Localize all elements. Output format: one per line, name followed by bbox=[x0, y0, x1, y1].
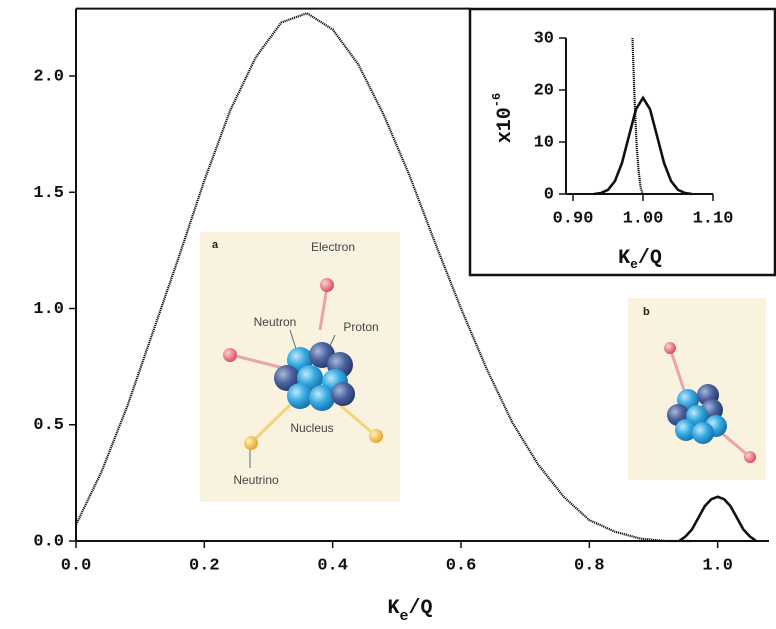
x-axis-label: Ke/Q bbox=[387, 597, 432, 625]
track bbox=[231, 353, 284, 370]
x-tick-label: 1.00 bbox=[623, 209, 664, 228]
inset-frame bbox=[468, 7, 776, 277]
y-tick-label: 2.0 bbox=[33, 68, 64, 87]
data-line bbox=[75, 11, 692, 543]
y-tick-label: 10 bbox=[534, 133, 554, 152]
track bbox=[668, 347, 686, 391]
data-line bbox=[631, 37, 645, 195]
label-sup: -6 bbox=[490, 93, 504, 107]
y-tick-label: 20 bbox=[534, 81, 554, 100]
y-tick-label: 30 bbox=[534, 29, 554, 48]
part-label: Proton bbox=[343, 320, 378, 334]
track bbox=[318, 286, 329, 331]
electron bbox=[744, 451, 756, 463]
x-tick-label: 0.4 bbox=[317, 556, 348, 575]
main-chart: Ke/Q 0.0 0.2 0.4 0.6 0.8 1.0 0.0 0.5 1.0 1.5 2.0 bbox=[33, 7, 769, 625]
x-tick-label: 0.0 bbox=[61, 556, 92, 575]
electron bbox=[664, 342, 676, 354]
nucleus bbox=[667, 384, 727, 444]
inset-chart: Ke/Q x10-6 0.90 1.00 1.10 0 10 20 30 bbox=[468, 7, 776, 277]
y-tick-label: 0.5 bbox=[33, 416, 64, 435]
electron bbox=[320, 278, 334, 292]
track bbox=[717, 428, 751, 459]
x-tick-label: 1.10 bbox=[693, 209, 734, 228]
data-line bbox=[678, 495, 757, 543]
y-tick-label: 0.0 bbox=[33, 532, 64, 551]
label-main: K bbox=[618, 247, 630, 270]
x-tick-label: 0.6 bbox=[446, 556, 477, 575]
part-label: Neutron bbox=[254, 315, 297, 329]
track bbox=[249, 403, 292, 445]
panel-b: b bbox=[628, 298, 766, 480]
panel-a: a Electron Neutron Proton Nucleus Neutri… bbox=[200, 232, 400, 502]
part-label: Electron bbox=[311, 240, 355, 254]
x-axis-label: Ke/Q bbox=[618, 247, 662, 272]
y-tick-label: 1.5 bbox=[33, 184, 64, 203]
x-tick-label: 0.90 bbox=[553, 209, 594, 228]
y-tick-label: 0 bbox=[544, 185, 554, 204]
neutrino bbox=[369, 429, 383, 443]
label-main: K bbox=[387, 597, 399, 620]
panel-label: b bbox=[643, 306, 650, 318]
label-rest: /Q bbox=[409, 597, 433, 620]
y-tick-label: 1.0 bbox=[33, 300, 64, 319]
nucleus bbox=[274, 342, 355, 411]
electron bbox=[223, 348, 237, 362]
neutrino bbox=[244, 436, 258, 450]
part-label: Nucleus bbox=[290, 421, 333, 435]
y-axis-label: x10-6 bbox=[490, 93, 517, 143]
part-label: Neutrino bbox=[233, 473, 279, 487]
x-tick-label: 0.8 bbox=[574, 556, 605, 575]
data-line bbox=[593, 95, 693, 196]
panel-label: a bbox=[212, 239, 219, 251]
x-tick-label: 0.2 bbox=[189, 556, 220, 575]
label-sub: e bbox=[630, 257, 638, 272]
x-tick-label: 1.0 bbox=[702, 556, 733, 575]
label-sub: e bbox=[399, 608, 408, 625]
label-rest: /Q bbox=[638, 247, 662, 270]
label-main: x10 bbox=[494, 107, 517, 143]
track bbox=[339, 403, 376, 437]
